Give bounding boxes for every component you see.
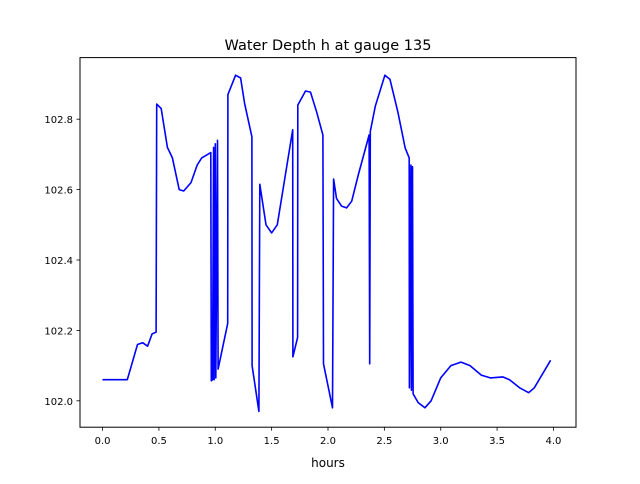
- x-tick-label: 0.0: [95, 436, 111, 447]
- x-tick-label: 3.5: [489, 436, 505, 447]
- x-tick-label: 3.0: [433, 436, 449, 447]
- x-tick-label: 0.5: [151, 436, 167, 447]
- x-axis-label: hours: [311, 456, 345, 470]
- y-axis: 102.0 102.2 102.4 102.6 102.8: [44, 115, 80, 408]
- x-axis: 0.0 0.5 1.0 1.5 2.0 2.5 3.0 3.5 4.0: [95, 427, 562, 447]
- x-tick-label: 2.0: [320, 436, 336, 447]
- x-tick-label: 4.0: [546, 436, 562, 447]
- chart-title: Water Depth h at gauge 135: [225, 38, 432, 54]
- y-tick-label: 102.4: [44, 256, 73, 267]
- x-tick-label: 1.0: [207, 436, 223, 447]
- y-tick-label: 102.0: [44, 397, 73, 408]
- series-line-h: [102, 74, 552, 413]
- y-tick-label: 102.8: [44, 115, 73, 126]
- plot-area: [102, 74, 552, 413]
- y-tick-label: 102.2: [44, 326, 73, 337]
- y-tick-label: 102.6: [44, 186, 73, 197]
- x-tick-label: 2.5: [376, 436, 392, 447]
- x-tick-label: 1.5: [264, 436, 280, 447]
- axes-frame: [79, 57, 577, 428]
